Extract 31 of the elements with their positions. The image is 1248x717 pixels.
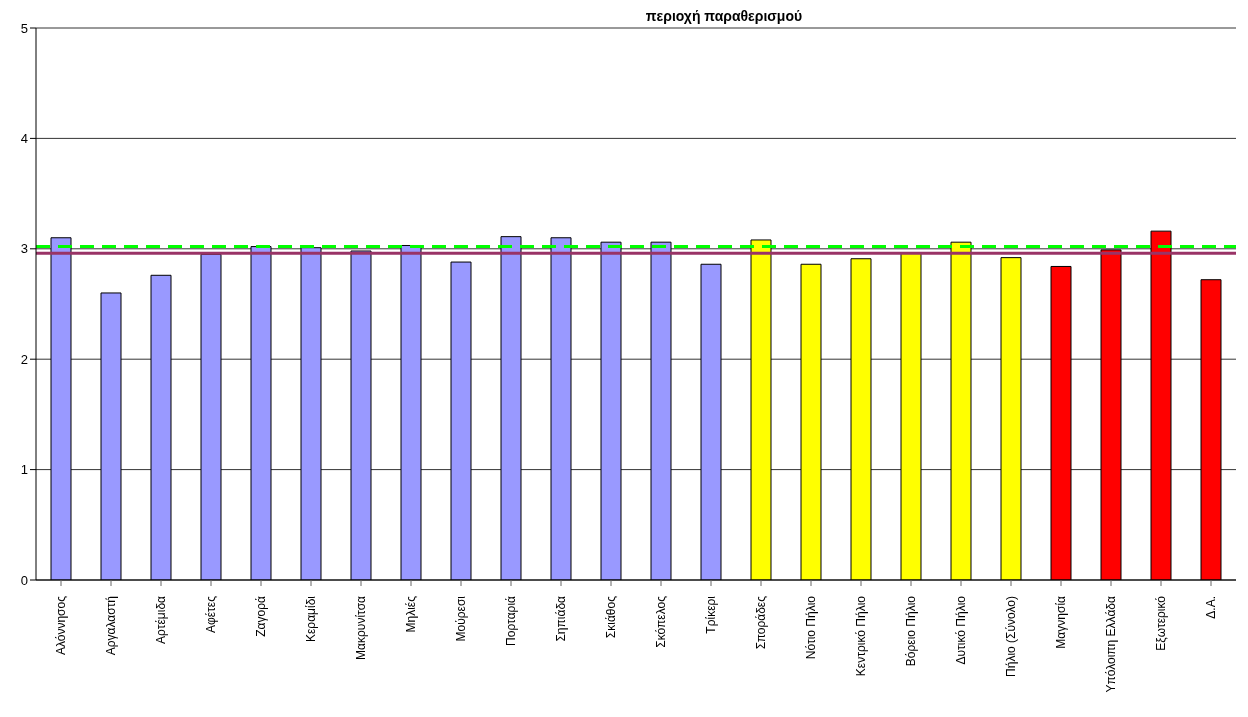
y-tick-label: 5 [20,20,28,36]
x-tick-label: Αργαλαστή [104,596,118,656]
x-tick-label: Μηλιές [404,595,418,633]
x-tick-label: Δυτικό Πήλιο [954,595,968,665]
y-tick-label: 4 [20,131,28,147]
x-tick-label: Μαγνησία [1054,595,1068,649]
x-tick-label: Αρτέμιδα [154,595,168,644]
chart-title: περιοχή παραθερισμού [644,8,804,24]
x-tick-label: Νότιο Πήλιο [804,595,818,660]
y-tick-label: 2 [20,351,28,367]
y-tick-label: 3 [20,241,28,257]
x-tick-label: Μακρυνίτσα [354,595,368,660]
x-tick-label: Σκιάθος [604,595,618,639]
x-tick-label: Υπόλοιπη Ελλάδα [1104,595,1118,693]
x-tick-label: Ζαγορά [254,595,268,637]
y-tick-label: 0 [20,572,28,588]
x-tick-label: Σποράδες [754,595,768,650]
x-tick-label: Πορταριά [504,595,518,646]
x-tick-label: Πήλιο (Σύνολο) [1004,596,1018,677]
x-tick-label: Βόρειο Πήλιο [904,595,918,667]
x-tick-label: Τρίκερι [704,595,718,634]
x-tick-label: Σηπιάδα [554,595,568,642]
x-tick-label: Κεραμίδι [304,595,318,643]
y-tick-label: 1 [20,462,28,478]
x-tick-label: Κεντρικό Πήλιο [854,595,868,677]
x-tick-label: Σκόπελος [654,595,668,648]
x-tick-label: Αφέτες [204,595,218,634]
x-tick-label: Αλόννησος [54,595,68,656]
x-tick-label: Δ.Α. [1204,596,1218,619]
x-tick-label: Μούρεσι [454,595,468,642]
x-tick-label: Εξωτερικό [1154,595,1168,651]
